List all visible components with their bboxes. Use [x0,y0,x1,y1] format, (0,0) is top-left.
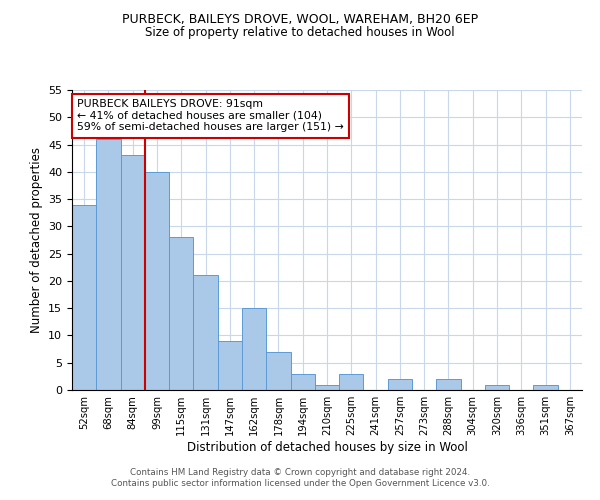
Bar [193,276,218,390]
Bar [436,379,461,390]
Bar [121,156,145,390]
Text: Contains HM Land Registry data © Crown copyright and database right 2024.
Contai: Contains HM Land Registry data © Crown c… [110,468,490,487]
Bar [290,374,315,390]
Bar [218,341,242,390]
Y-axis label: Number of detached properties: Number of detached properties [29,147,43,333]
Bar [315,384,339,390]
Bar [339,374,364,390]
Bar [242,308,266,390]
Bar [169,238,193,390]
Bar [145,172,169,390]
Text: PURBECK, BAILEYS DROVE, WOOL, WAREHAM, BH20 6EP: PURBECK, BAILEYS DROVE, WOOL, WAREHAM, B… [122,12,478,26]
Text: PURBECK BAILEYS DROVE: 91sqm
← 41% of detached houses are smaller (104)
59% of s: PURBECK BAILEYS DROVE: 91sqm ← 41% of de… [77,99,344,132]
Bar [72,204,96,390]
Bar [388,379,412,390]
Bar [266,352,290,390]
X-axis label: Distribution of detached houses by size in Wool: Distribution of detached houses by size … [187,441,467,454]
Text: Size of property relative to detached houses in Wool: Size of property relative to detached ho… [145,26,455,39]
Bar [96,139,121,390]
Bar [533,384,558,390]
Bar [485,384,509,390]
